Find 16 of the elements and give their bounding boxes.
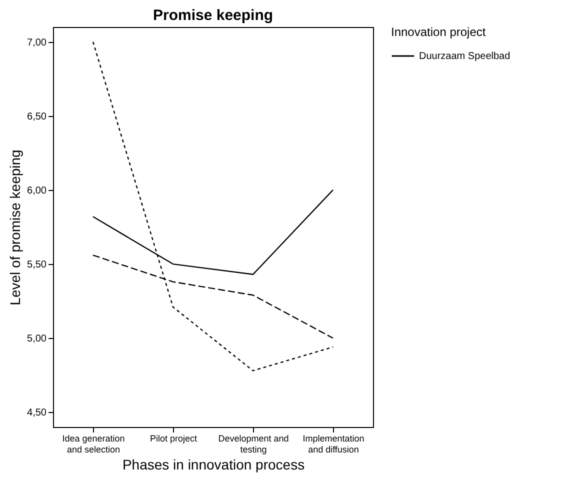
y-tick-label: 5,50 [27,260,47,271]
x-tick-label: Development and testing [218,434,289,454]
y-tick-label: 7,00 [27,37,47,48]
y-tick-label: 5,00 [27,334,47,345]
legend-label: Duurzaam Speelbad [419,51,510,62]
x-axis-title: Phases in innovation process [122,456,305,472]
line-series [92,41,334,372]
y-tick-label: 6,50 [27,111,47,122]
chart-title: Promise keeping [152,7,274,24]
x-tick-label: Pilot project [150,434,198,444]
legend-title: Innovation project [391,25,486,39]
y-axis-title: Level of promise keeping [7,150,24,306]
y-tick-label: 4,50 [27,408,47,419]
x-tick-label: Idea generation and selection [62,434,125,454]
x-tick-label: Implementation and diffusion [302,434,364,454]
y-tick-label: 6,00 [27,185,47,196]
